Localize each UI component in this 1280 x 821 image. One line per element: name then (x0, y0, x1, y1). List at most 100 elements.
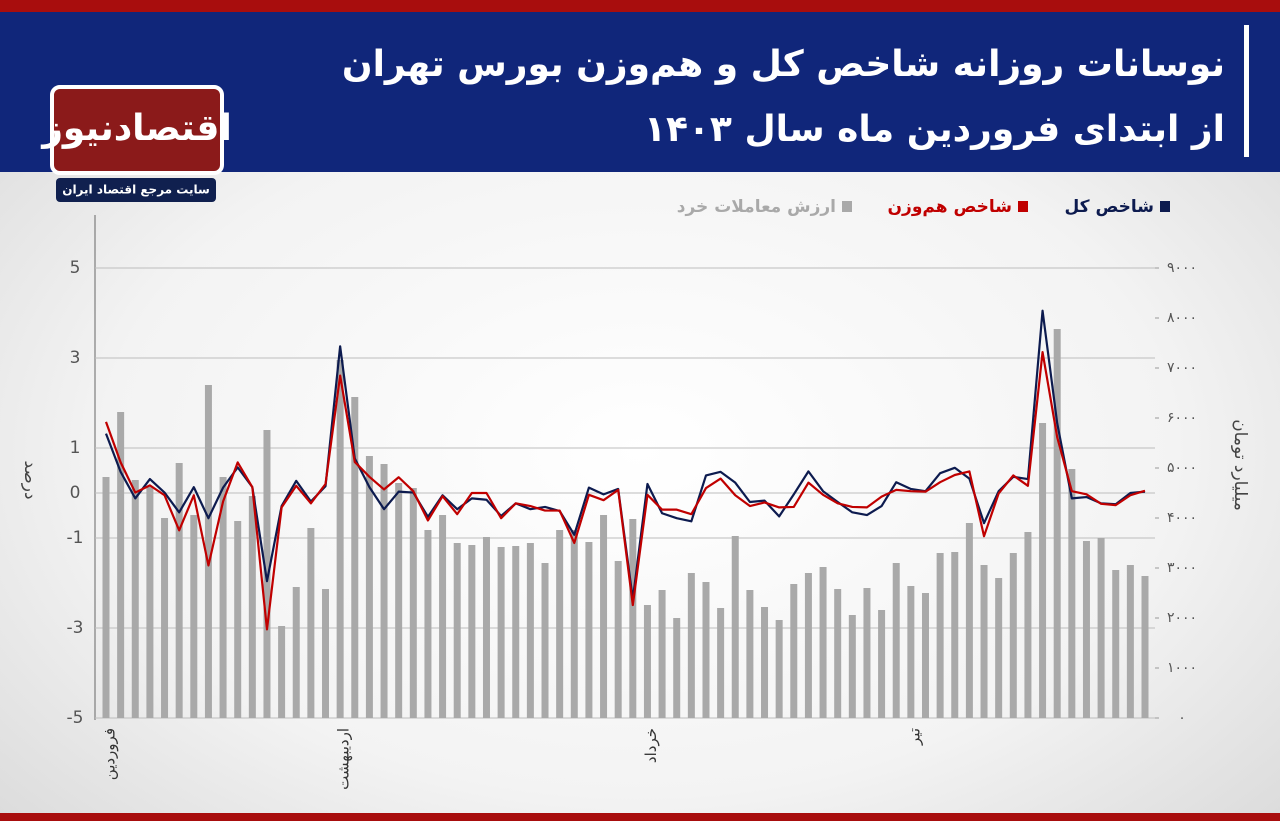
x-tick-label: خرداد (642, 728, 660, 763)
bar (424, 530, 432, 718)
logo: اقتصادنیوز (40, 108, 232, 149)
bar (790, 584, 798, 718)
bar (336, 360, 344, 718)
bar (102, 477, 110, 718)
title-bar (1244, 25, 1249, 157)
bar (263, 430, 271, 718)
bottom-strip (0, 813, 1280, 821)
bar (556, 530, 564, 718)
y-tick-label: 3 (70, 348, 81, 368)
bar (307, 528, 315, 718)
bar (717, 608, 725, 718)
bar (1126, 565, 1134, 718)
bar (848, 615, 856, 718)
bar (439, 515, 447, 718)
bar (731, 536, 739, 718)
bar (600, 515, 608, 718)
bar (1097, 538, 1105, 718)
bar (1053, 329, 1061, 718)
y2-tick-label: ۳۰۰۰ (1167, 560, 1197, 576)
bar (175, 463, 183, 718)
legend-swatch (842, 201, 852, 212)
y-tick-label: 0 (70, 483, 81, 503)
bar (1009, 553, 1017, 718)
legend-label: شاخص هم‌وزن (888, 197, 1012, 217)
bar (248, 496, 256, 718)
bar (541, 563, 549, 718)
bar (1039, 423, 1047, 718)
y2-tick-label: ۵۰۰۰ (1167, 460, 1197, 476)
bar (117, 412, 125, 718)
bar (380, 464, 388, 718)
bar (878, 610, 886, 718)
bar (761, 607, 769, 718)
line (104, 351, 1146, 631)
tagline-box (56, 178, 216, 202)
bar (234, 521, 242, 718)
y2-tick-label: ۱۰۰۰ (1167, 660, 1197, 676)
logo-box (50, 85, 224, 175)
y2-tick-label: ۲۰۰۰ (1167, 610, 1197, 626)
bar (131, 480, 139, 718)
bar (395, 483, 403, 718)
y-axis-title: درصد (20, 460, 40, 499)
x-tick-label: فروردین (101, 728, 119, 780)
bar (570, 530, 578, 718)
bar (1082, 541, 1090, 718)
bar (995, 578, 1003, 718)
bar (190, 515, 198, 718)
legend-label: شاخص کل (1064, 197, 1154, 217)
bar (892, 563, 900, 718)
bar (1141, 576, 1149, 718)
bar (629, 519, 637, 718)
bar (1024, 532, 1032, 718)
bar (161, 518, 169, 718)
y2-tick-label: ۸۰۰۰ (1167, 310, 1197, 326)
y2-tick-label: ۷۰۰۰ (1167, 360, 1197, 376)
x-tick-label: تیر (905, 728, 923, 746)
y-tick-label: 1 (70, 438, 81, 458)
bar (614, 561, 622, 718)
bar (775, 620, 783, 718)
y2-tick-label: ۹۰۰۰ (1167, 260, 1197, 276)
bar (1068, 469, 1076, 718)
bar (219, 477, 227, 718)
y2-tick-label: ۴۰۰۰ (1167, 510, 1197, 526)
bar (497, 547, 505, 718)
bar (204, 385, 212, 718)
bar (482, 537, 490, 718)
bar (1112, 570, 1120, 718)
bar (819, 567, 827, 718)
bar (746, 590, 754, 718)
bar (804, 573, 812, 718)
bar (365, 456, 373, 718)
bar (965, 523, 973, 718)
y2-axis-title: میلیارد تومان (1230, 419, 1250, 511)
bar (834, 589, 842, 718)
bar (468, 545, 476, 718)
y-tick-label: -5 (67, 708, 84, 728)
y-tick-label: -3 (67, 618, 84, 638)
chart-subtitle: از ابتدای فروردین ماه سال ۱۴۰۳ (644, 109, 1225, 150)
bar (907, 586, 915, 718)
bar (585, 542, 593, 718)
bar (673, 618, 681, 718)
top-strip (0, 0, 1280, 12)
bar (351, 397, 359, 718)
bar (863, 588, 871, 718)
bar (643, 605, 651, 718)
y-tick-label: -1 (67, 528, 84, 548)
bar (512, 546, 520, 718)
legend-swatch (1160, 201, 1170, 212)
bar (453, 543, 461, 718)
bar (936, 553, 944, 718)
tagline: سایت مرجع اقتصاد ایران (62, 183, 210, 197)
bar (980, 565, 988, 718)
bar (322, 589, 330, 718)
y2-tick-label: ۰ (1178, 710, 1186, 726)
bar (702, 582, 710, 718)
bar (951, 552, 959, 718)
bar (292, 587, 300, 718)
bar (409, 488, 417, 718)
bar (278, 626, 286, 718)
